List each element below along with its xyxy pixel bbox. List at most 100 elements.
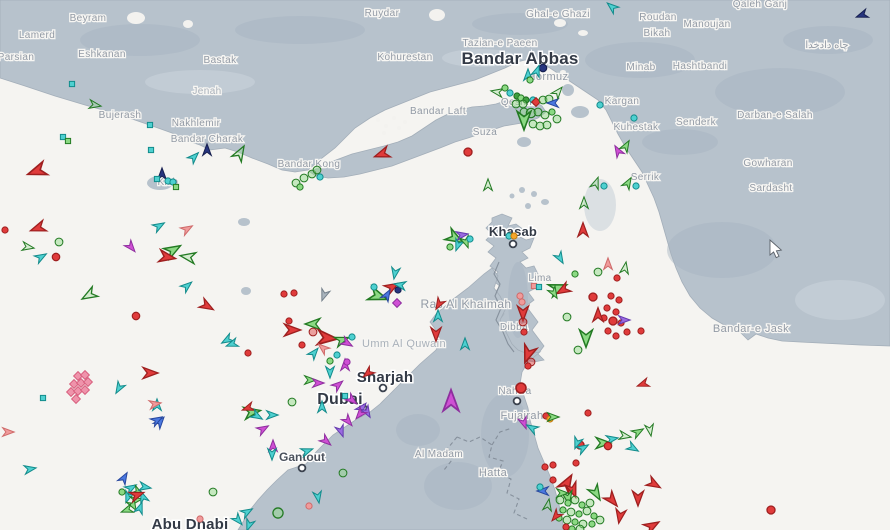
ship-marker-arrow[interactable] — [311, 377, 326, 389]
ship-marker-arrow[interactable] — [519, 341, 540, 365]
ship-marker-arrow[interactable] — [441, 387, 461, 414]
ship-marker-dot[interactable] — [506, 89, 514, 97]
ship-marker-arrow[interactable] — [459, 336, 471, 351]
ship-marker-arrow[interactable] — [563, 479, 581, 500]
ship-marker-ring[interactable] — [566, 507, 576, 517]
ship-marker-ring[interactable] — [575, 524, 585, 530]
ship-marker-ring[interactable] — [272, 507, 284, 519]
ship-marker-arrow[interactable] — [604, 0, 621, 16]
ship-marker-arrow[interactable] — [454, 230, 470, 242]
ship-marker-dot[interactable] — [515, 382, 527, 394]
ship-marker-ring[interactable] — [518, 99, 528, 109]
ship-marker-ring[interactable] — [208, 487, 218, 497]
ship-marker-ring[interactable] — [542, 120, 552, 130]
ship-marker-arrow[interactable] — [20, 240, 36, 252]
ship-marker-arrow[interactable] — [600, 488, 621, 510]
ship-marker-arrow[interactable] — [635, 376, 652, 390]
ship-marker-dot[interactable] — [536, 483, 544, 491]
ship-marker-arrow[interactable] — [489, 87, 505, 99]
ship-marker-ring[interactable] — [562, 515, 572, 525]
ship-marker-arrow[interactable] — [248, 407, 264, 423]
ship-marker-diamond[interactable] — [75, 377, 87, 389]
ship-marker-ring[interactable] — [573, 345, 583, 355]
ship-marker-dot[interactable] — [612, 332, 620, 340]
ship-marker-diamond[interactable] — [70, 393, 82, 405]
ship-marker-dot[interactable] — [549, 461, 557, 469]
ship-marker-arrow[interactable] — [392, 280, 408, 292]
ship-marker-arrow[interactable] — [267, 438, 279, 453]
ship-marker-ring[interactable] — [535, 121, 545, 131]
ship-marker-arrow[interactable] — [329, 378, 345, 394]
ship-marker-dot[interactable] — [572, 459, 580, 467]
ship-marker-square[interactable] — [147, 146, 155, 154]
ship-marker-diamond[interactable] — [72, 370, 84, 382]
ship-marker-square[interactable] — [59, 133, 67, 141]
ship-marker-arrow[interactable] — [178, 222, 194, 238]
ship-marker-arrow[interactable] — [178, 279, 194, 295]
ship-marker-arrow[interactable] — [554, 280, 574, 298]
ship-marker-square[interactable] — [172, 183, 180, 191]
ship-marker-arrow[interactable] — [298, 445, 315, 459]
ship-marker-dot[interactable] — [298, 341, 306, 349]
ship-marker-arrow[interactable] — [22, 464, 38, 476]
ship-marker-arrow[interactable] — [378, 287, 394, 304]
ship-marker-arrow[interactable] — [546, 411, 561, 423]
ship-marker-arrow[interactable] — [79, 284, 101, 304]
ship-marker-ring[interactable] — [585, 498, 595, 508]
ship-marker-diamond[interactable] — [530, 96, 542, 108]
ship-marker-arrow[interactable] — [535, 485, 550, 497]
ship-marker-dot[interactable] — [637, 327, 645, 335]
ship-marker-dot[interactable] — [370, 283, 378, 291]
ship-marker-dot[interactable] — [588, 292, 598, 302]
ship-marker-arrow[interactable] — [529, 63, 543, 80]
ship-marker-arrow[interactable] — [611, 143, 627, 160]
ship-marker-arrow[interactable] — [619, 175, 635, 192]
ship-marker-arrow[interactable] — [25, 159, 51, 181]
ship-marker-dot[interactable] — [1, 226, 9, 234]
ship-marker-ring[interactable] — [287, 397, 297, 407]
ship-marker-dot[interactable] — [588, 520, 596, 528]
ship-marker-arrow[interactable] — [219, 331, 236, 347]
ship-marker-arrow[interactable] — [338, 334, 354, 350]
ship-marker-arrow[interactable] — [1, 426, 16, 438]
ship-marker-arrow[interactable] — [541, 497, 553, 513]
ship-marker-dot[interactable] — [526, 76, 534, 84]
ship-marker-dot[interactable] — [575, 510, 583, 518]
ship-marker-arrow[interactable] — [156, 247, 178, 265]
ship-marker-arrow[interactable] — [282, 322, 303, 338]
ship-marker-square[interactable] — [535, 283, 543, 291]
ship-marker-dot[interactable] — [285, 317, 293, 325]
ship-marker-arrow[interactable] — [452, 236, 466, 253]
ship-marker-arrow[interactable] — [571, 434, 585, 451]
ship-marker-arrow[interactable] — [854, 7, 871, 21]
ship-marker-arrow[interactable] — [343, 391, 359, 407]
ship-marker-arrow[interactable] — [127, 488, 146, 504]
ship-marker-arrow[interactable] — [614, 506, 628, 526]
ship-marker-arrow[interactable] — [602, 256, 614, 271]
ship-marker-square[interactable] — [153, 175, 161, 183]
ship-marker-ring[interactable] — [582, 506, 592, 516]
ship-marker-arrow[interactable] — [624, 439, 640, 455]
ship-marker-arrow[interactable] — [265, 409, 280, 421]
ship-marker-dot[interactable] — [632, 182, 640, 190]
ship-marker-square[interactable] — [68, 80, 76, 88]
ship-marker-arrow[interactable] — [617, 314, 632, 326]
ship-marker-arrow[interactable] — [549, 507, 565, 523]
ship-marker-arrow[interactable] — [578, 195, 590, 210]
ship-marker-dot[interactable] — [608, 316, 618, 326]
ship-marker-dot[interactable] — [604, 327, 612, 335]
ship-marker-dot[interactable] — [118, 488, 126, 496]
ship-marker-arrow[interactable] — [243, 516, 257, 530]
ship-marker-arrow[interactable] — [115, 470, 131, 487]
ship-marker-ring[interactable] — [518, 317, 528, 327]
ship-marker-arrow[interactable] — [132, 500, 146, 517]
ship-marker-arrow[interactable] — [574, 441, 590, 457]
ship-marker-ring[interactable] — [299, 173, 309, 183]
ship-marker-dot[interactable] — [541, 463, 549, 471]
ship-marker-diamond[interactable] — [68, 378, 80, 390]
ship-marker-dot[interactable] — [603, 304, 611, 312]
ship-marker-square[interactable] — [64, 137, 72, 145]
ship-marker-arrow[interactable] — [545, 284, 561, 300]
ship-marker-ring[interactable] — [595, 515, 605, 525]
ship-marker-dot[interactable] — [326, 357, 334, 365]
